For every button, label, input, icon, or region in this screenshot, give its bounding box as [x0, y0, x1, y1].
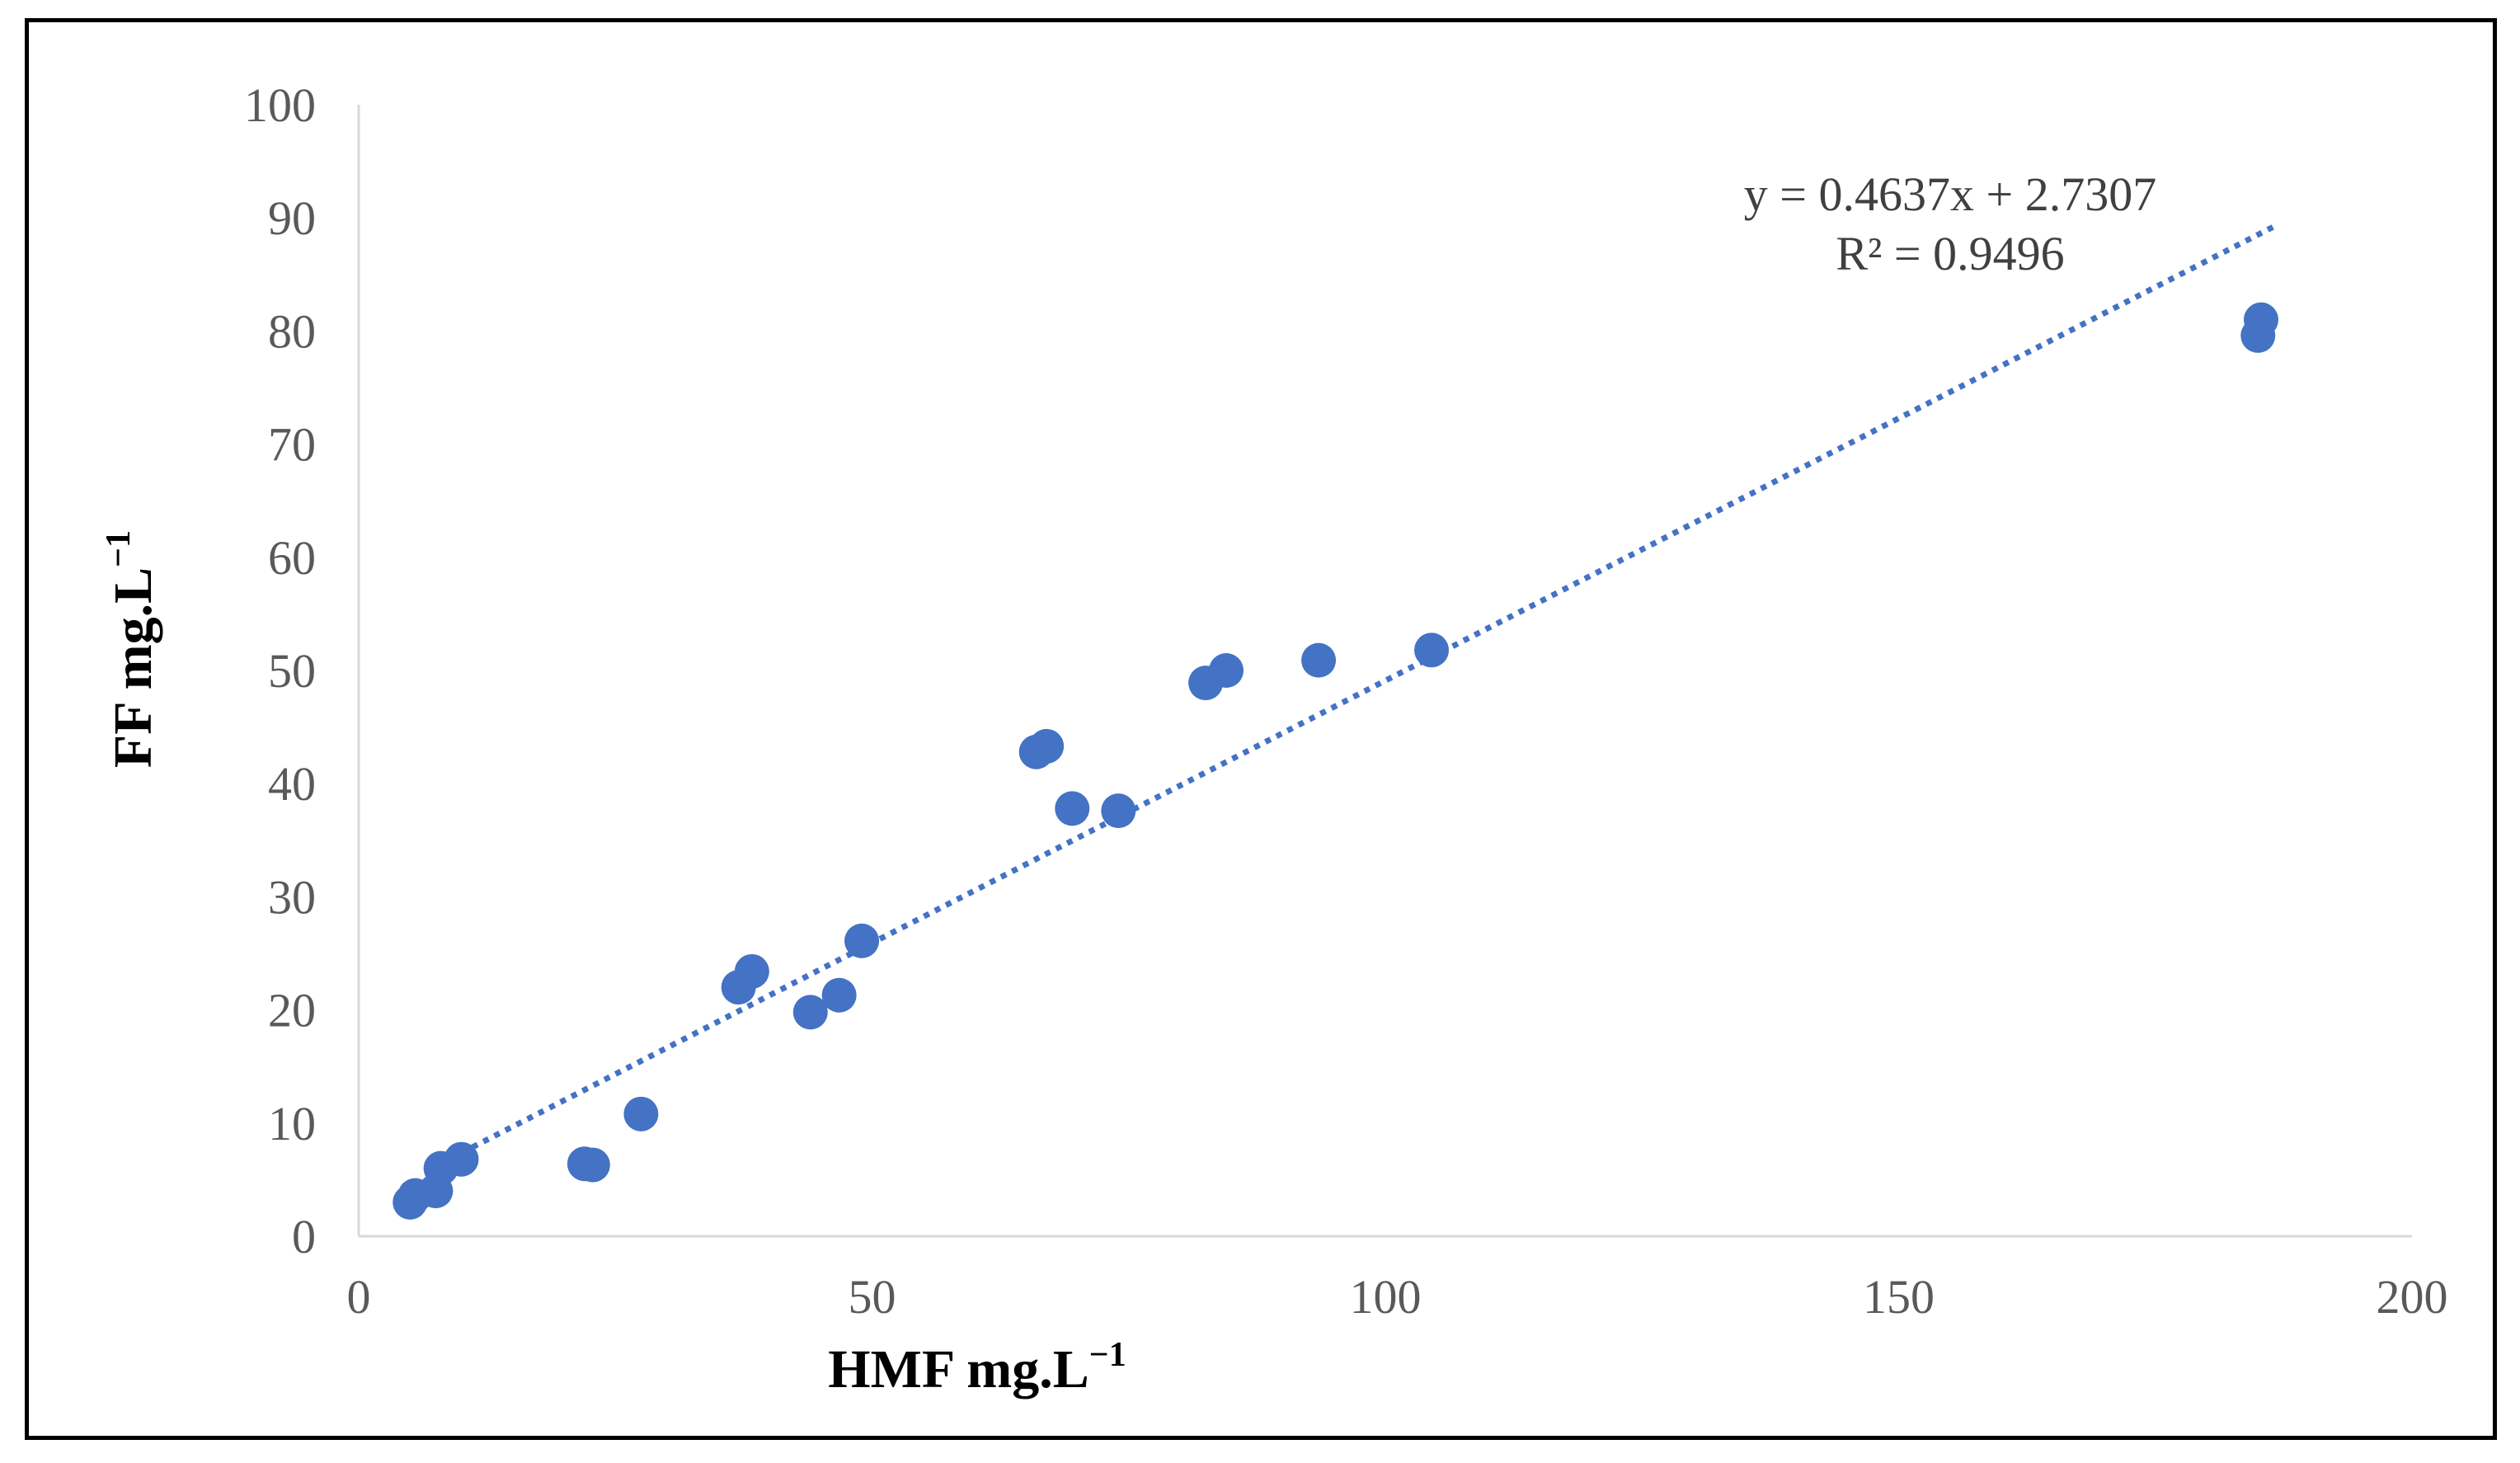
y-tick-label: 30 [268, 870, 316, 924]
y-tick-label: 100 [244, 78, 316, 132]
x-axis-title-text: HMF mg.L [828, 1339, 1089, 1399]
y-axis-title-text: FF mg.L [103, 567, 163, 768]
x-tick-label: 0 [347, 1270, 371, 1324]
x-tick-label: 150 [1863, 1270, 1935, 1324]
data-point [1301, 642, 1337, 678]
data-points [393, 302, 2278, 1220]
y-tick-label: 90 [268, 191, 316, 245]
x-tick-label: 200 [2377, 1270, 2448, 1324]
data-point [1209, 653, 1244, 688]
data-point [444, 1141, 479, 1177]
data-point [844, 923, 880, 958]
chart-frame: 0 10 20 30 40 50 60 70 80 90 100 0 50 100 150 200 y = 0… [25, 18, 2497, 1440]
y-tick-label: 10 [268, 1097, 316, 1150]
y-axis-title-superscript: −1 [100, 530, 138, 567]
trendline-layer [459, 221, 2280, 1156]
data-point [734, 953, 769, 989]
tick-labels: 0 10 20 30 40 50 60 70 80 90 100 0 50 100 150 200 [244, 78, 2448, 1324]
y-tick-label: 80 [268, 304, 316, 358]
axes [357, 105, 2412, 1238]
x-axis-title-superscript: −1 [1089, 1336, 1126, 1374]
y-axis-title: FF mg.L−1 [100, 530, 163, 768]
data-point [1101, 793, 1136, 829]
y-tick-label: 20 [268, 984, 316, 1037]
data-point [1029, 728, 1065, 764]
trendline-equation: y = 0.4637x + 2.7307 [1744, 167, 2156, 221]
x-tick-label: 50 [849, 1270, 896, 1324]
y-tick-label: 50 [268, 644, 316, 698]
data-point [1055, 791, 1090, 826]
x-axis-title: HMF mg.L−1 [828, 1336, 1126, 1399]
data-point [2243, 302, 2278, 337]
data-point [623, 1096, 659, 1131]
y-tick-label: 70 [268, 418, 316, 472]
x-tick-label: 100 [1350, 1270, 1422, 1324]
y-tick-label: 60 [268, 531, 316, 585]
data-point [575, 1147, 610, 1183]
chart-svg: 0 10 20 30 40 50 60 70 80 90 100 0 50 100 150 200 y = 0… [100, 78, 2448, 1399]
data-point [1414, 633, 1450, 668]
text-layer: y = 0.4637x + 2.7307 R² = 0.9496 HMF mg.… [100, 167, 2156, 1399]
data-point [821, 977, 857, 1013]
y-tick-label: 0 [292, 1210, 316, 1263]
trendline [459, 221, 2280, 1156]
data-point [792, 995, 828, 1030]
y-tick-label: 40 [268, 757, 316, 811]
r-squared-label: R² = 0.9496 [1836, 227, 2064, 280]
